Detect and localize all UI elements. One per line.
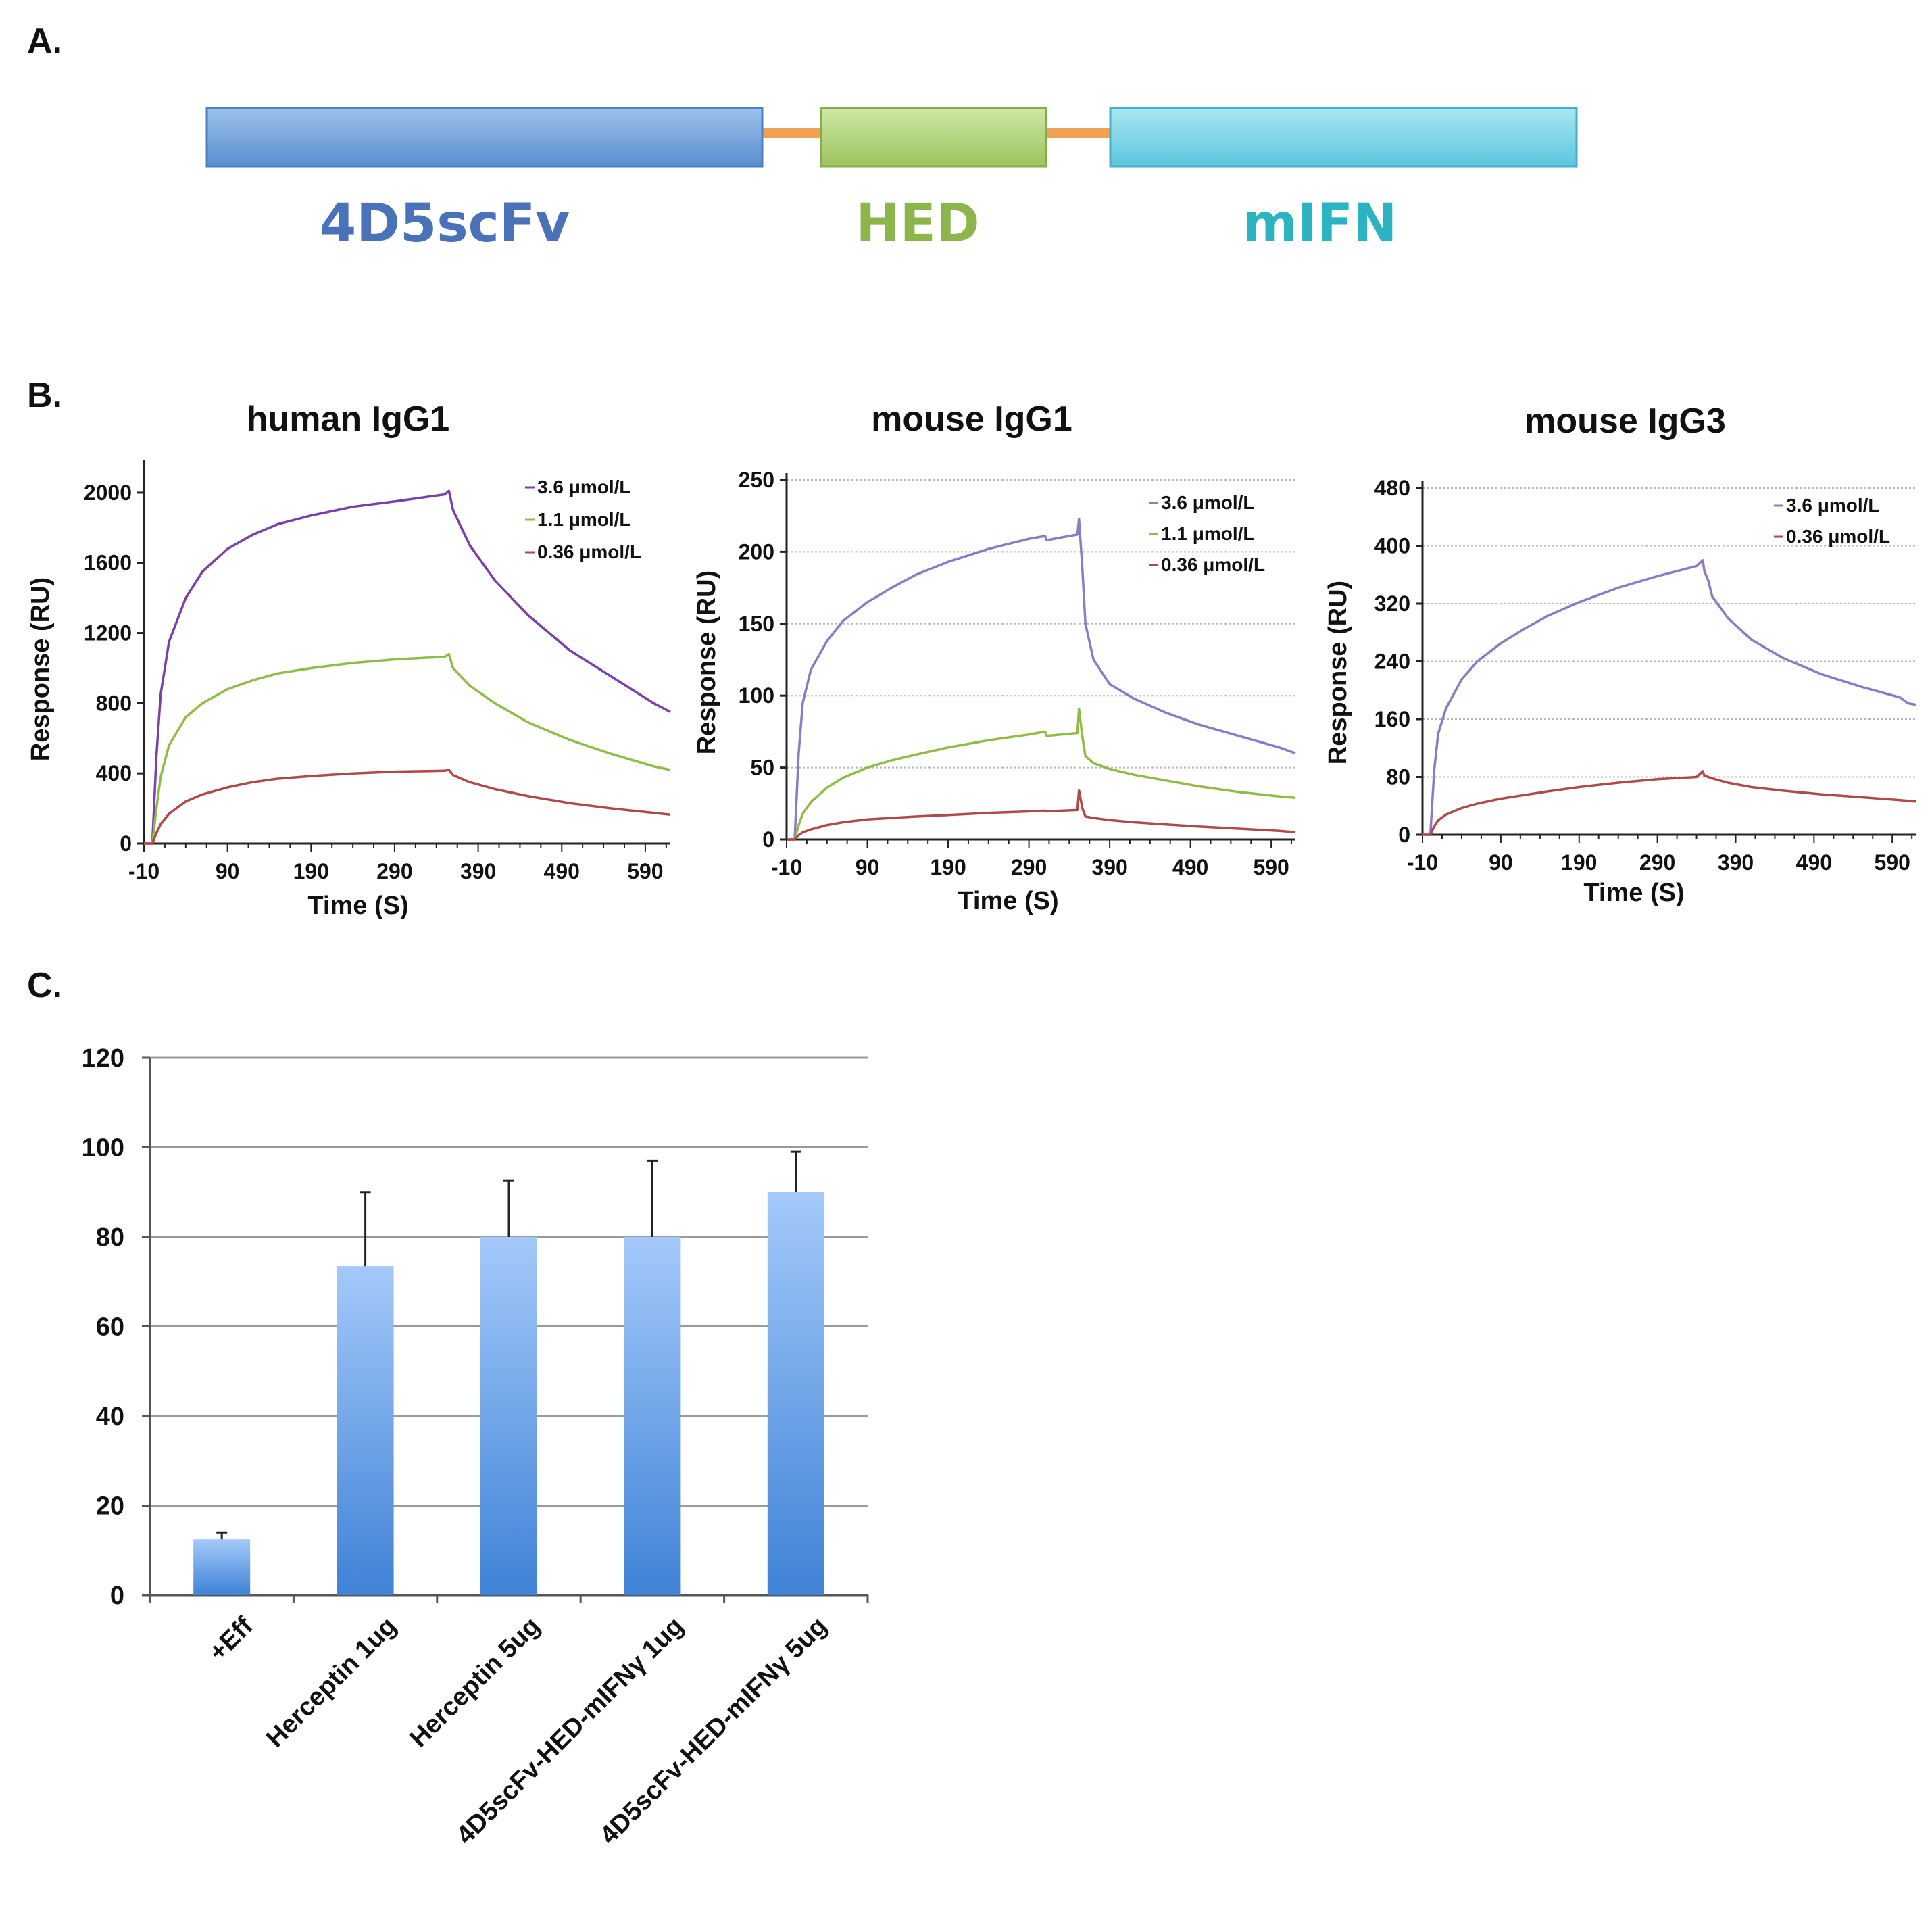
x-tick-label: 290 — [376, 859, 412, 883]
x-tick-label: 190 — [1561, 850, 1597, 875]
sensorgram-human-igg1: human IgG1 Time (S) Response (RU) 0 400 80… — [26, 399, 671, 920]
legend-entry: 0.36 μmol/L — [1786, 526, 1890, 547]
x-tick-label: 490 — [544, 859, 580, 883]
x-tick-label: 290 — [1639, 850, 1675, 875]
series-line — [144, 652, 671, 845]
category-label: 4D5scFv-HED-mIFNγ 5ug — [595, 1612, 833, 1850]
legend-entry: 3.6 μmol/L — [537, 477, 631, 497]
legend-entry: 3.6 μmol/L — [1161, 492, 1255, 513]
legend-entry: 0.36 μmol/L — [537, 541, 641, 562]
y-tick-label: 0 — [1398, 823, 1410, 847]
x-axis-title: Time (S) — [307, 892, 408, 920]
panel-b-letter: B. — [27, 376, 62, 415]
y-axis-title: Response (RU) — [26, 577, 55, 761]
y-tick-label: 20 — [96, 1492, 124, 1521]
panel-a: A. 4D5scFv HED mIFN — [27, 22, 1578, 254]
x-tick-label: 490 — [1172, 855, 1208, 879]
bar — [767, 1192, 824, 1595]
y-tick-label: 40 — [96, 1403, 124, 1431]
y-axis-title: Response (RU) — [693, 570, 721, 754]
x-tick-label: 590 — [627, 859, 663, 883]
legend-entry: 0.36 μmol/L — [1161, 554, 1265, 575]
linker-2 — [1046, 128, 1114, 138]
x-tick-label: 390 — [1091, 855, 1127, 879]
x-tick-label: 490 — [1796, 850, 1832, 875]
x-tick-label: 590 — [1253, 855, 1289, 879]
series-line — [1422, 559, 1916, 836]
x-tick-label: -10 — [1407, 850, 1438, 875]
category-label: +Eff — [203, 1611, 258, 1666]
x-tick-label: 190 — [293, 859, 329, 883]
scfv-label: 4D5scFv — [320, 193, 570, 254]
panel-a-letter: A. — [27, 22, 62, 61]
x-tick-label: 390 — [1718, 850, 1754, 875]
x-tick-label: -10 — [771, 855, 802, 879]
y-tick-label: 400 — [1374, 534, 1410, 558]
y-tick-label: 80 — [96, 1223, 124, 1252]
series-line — [787, 707, 1296, 841]
y-tick-label: 480 — [1374, 476, 1410, 500]
x-tick-label: 90 — [1489, 850, 1513, 875]
x-tick-label: -10 — [128, 859, 159, 883]
mifn-domain-box — [1109, 107, 1578, 168]
x-tick-label: 290 — [1011, 855, 1047, 879]
hed-domain-box — [820, 107, 1047, 168]
chart-title: mouse IgG1 — [871, 399, 1072, 439]
y-tick-label: 2000 — [84, 481, 132, 505]
legend-entry: 1.1 μmol/L — [537, 509, 631, 530]
y-tick-label: 240 — [1374, 650, 1410, 674]
category-label: 4D5scFv-HED-mIFNγ 1ug — [451, 1612, 689, 1850]
chart-title: mouse IgG3 — [1525, 401, 1726, 441]
series-line — [144, 489, 671, 845]
y-tick-label: 0 — [110, 1582, 124, 1610]
category-label: Herceptin 5ug — [404, 1612, 545, 1753]
chart-title: human IgG1 — [247, 399, 449, 439]
scfv-domain-box — [205, 107, 764, 168]
y-tick-label: 80 — [1386, 765, 1410, 789]
y-tick-label: 150 — [739, 612, 774, 636]
mifn-label: mIFN — [1243, 193, 1397, 254]
y-tick-label: 200 — [739, 539, 774, 564]
y-tick-label: 160 — [1374, 707, 1410, 731]
x-axis-title: Time (S) — [958, 887, 1058, 915]
y-tick-label: 0 — [762, 827, 774, 852]
bar — [480, 1237, 537, 1595]
y-axis-title: Response (RU) — [1324, 581, 1352, 764]
series-line — [787, 517, 1296, 841]
x-tick-label: 90 — [856, 855, 880, 879]
legend-entry: 1.1 μmol/L — [1161, 523, 1255, 544]
y-tick-label: 100 — [739, 683, 774, 708]
x-tick-label: 390 — [460, 859, 496, 883]
y-tick-label: 800 — [96, 691, 132, 715]
sensorgram-mouse-igg1: mouse IgG1 Time (S) Response (RU) 0 50 100… — [693, 399, 1296, 915]
x-tick-label: 590 — [1875, 850, 1910, 875]
y-tick-label: 50 — [750, 756, 774, 780]
y-tick-label: 1600 — [84, 551, 132, 575]
y-tick-label: 1200 — [84, 621, 132, 645]
bar — [193, 1539, 251, 1595]
bar — [624, 1237, 681, 1595]
y-tick-label: 120 — [82, 1044, 124, 1073]
bar — [337, 1266, 394, 1595]
series-line — [144, 769, 671, 845]
category-label: Herceptin 1ug — [261, 1612, 402, 1753]
y-tick-label: 100 — [82, 1134, 124, 1163]
y-tick-label: 0 — [120, 831, 132, 856]
legend-entry: 3.6 μmol/L — [1786, 495, 1880, 516]
x-tick-label: 190 — [930, 855, 966, 879]
series-line — [787, 789, 1296, 841]
sensorgram-mouse-igg3: mouse IgG3 Time (S) Response (RU) 0 80 160… — [1324, 401, 1916, 907]
panel-c-letter: C. — [27, 966, 62, 1005]
bar-chart-cytotoxicity: 0 20 40 60 80 100 120 +Eff Herceptin 1ug Hercepti… — [82, 1044, 869, 1850]
hed-label: HED — [856, 193, 979, 254]
series-line — [1422, 770, 1916, 836]
x-tick-label: 90 — [216, 859, 240, 883]
y-tick-label: 60 — [96, 1313, 124, 1342]
x-axis-title: Time (S) — [1583, 879, 1684, 907]
y-tick-label: 320 — [1374, 591, 1410, 616]
y-tick-label: 400 — [96, 761, 132, 785]
y-tick-label: 250 — [739, 468, 774, 492]
